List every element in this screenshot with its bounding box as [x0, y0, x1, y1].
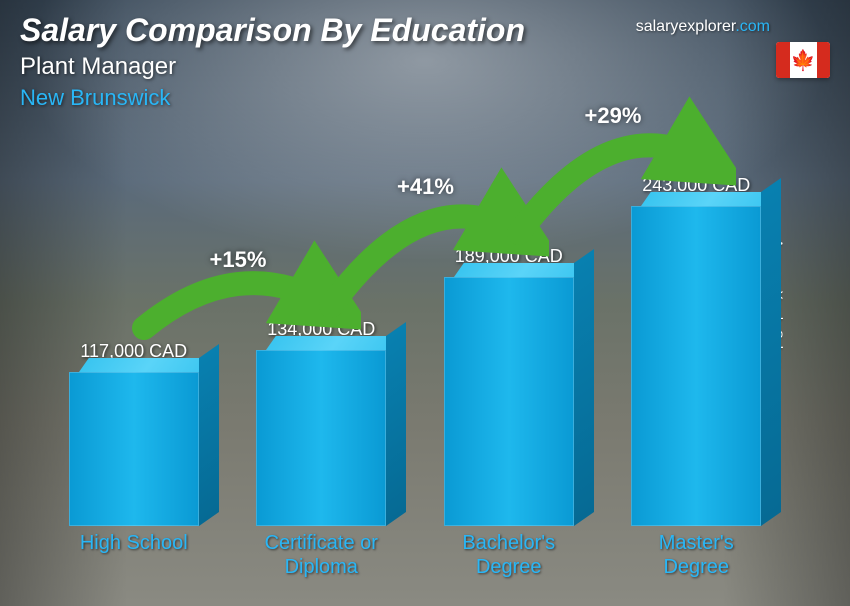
chart-subtitle: Plant Manager	[20, 53, 830, 81]
arc-path	[519, 145, 707, 233]
bar-side-face	[761, 178, 781, 526]
bar-side-face	[574, 249, 594, 526]
category-label: Master'sDegree	[603, 531, 791, 586]
chart-location: New Brunswick	[20, 85, 830, 111]
category-label: High School	[40, 531, 228, 586]
bar-front-face	[69, 372, 199, 526]
bar-side-face	[199, 344, 219, 526]
category-labels-row: High SchoolCertificate orDiplomaBachelor…	[40, 531, 790, 586]
bar-3d	[69, 372, 199, 526]
category-label: Bachelor'sDegree	[415, 531, 603, 586]
category-label: Certificate orDiploma	[228, 531, 416, 586]
arc-percent-label: +41%	[397, 174, 454, 200]
bar-front-face	[256, 350, 386, 526]
chart-title: Salary Comparison By Education	[20, 12, 830, 49]
bar-3d	[256, 350, 386, 526]
arc-percent-label: +15%	[210, 247, 267, 273]
bar-group: 117,000 CAD	[40, 341, 228, 526]
bar-side-face	[386, 322, 406, 526]
header: Salary Comparison By Education Plant Man…	[20, 12, 830, 111]
